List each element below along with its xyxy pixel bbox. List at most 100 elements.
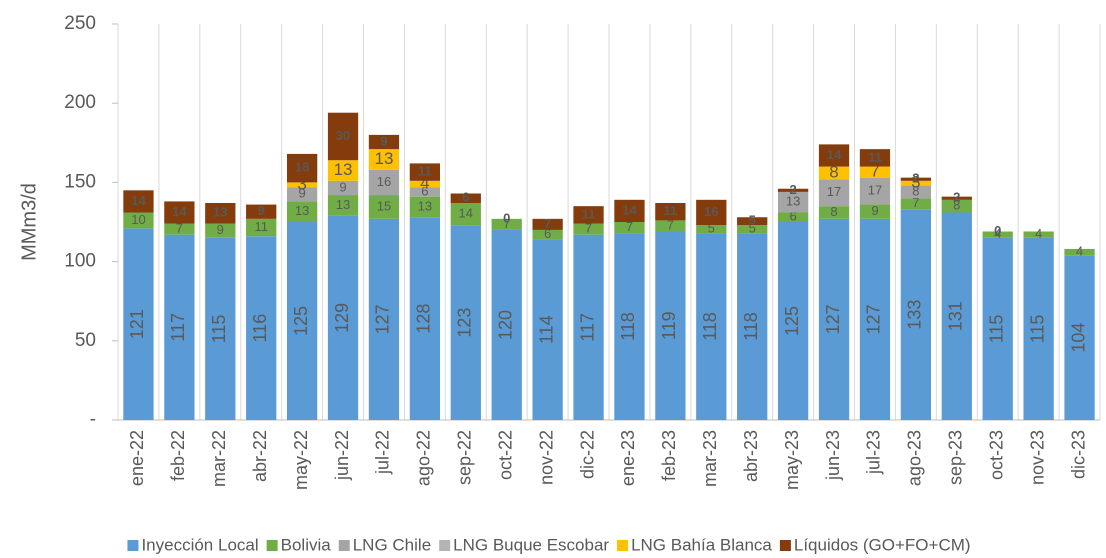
data-label: 117 — [168, 313, 188, 342]
bar-segment — [1023, 237, 1054, 420]
data-label: 13 — [334, 160, 353, 179]
data-label: 16 — [704, 204, 718, 219]
data-label: 131 — [946, 301, 966, 331]
x-tick-label: jun-22 — [332, 430, 352, 481]
data-label: 14 — [172, 204, 187, 219]
x-tick-label: ago-23 — [905, 430, 925, 486]
data-label: 9 — [871, 203, 878, 218]
data-label: 128 — [414, 304, 434, 334]
bar-segment — [409, 196, 441, 218]
data-label: 7 — [176, 221, 183, 236]
bar-segment — [696, 199, 727, 226]
data-label: 8 — [912, 183, 919, 198]
bar-segment — [655, 231, 686, 420]
data-label: 115 — [209, 315, 229, 344]
bar-segment — [164, 234, 195, 420]
data-label: 2 — [790, 182, 797, 197]
data-label: 13 — [336, 197, 350, 212]
bar-segment — [246, 204, 277, 219]
bar-segment — [164, 223, 195, 235]
legend-swatch — [127, 540, 139, 551]
bar-segment — [900, 180, 932, 186]
x-tick-label: may-23 — [782, 430, 802, 490]
y-tick-label: - — [90, 409, 96, 430]
data-label: 13 — [374, 149, 393, 168]
bar-segment — [900, 209, 932, 420]
x-tick-label: nov-22 — [536, 430, 556, 485]
y-tick-label: 200 — [64, 92, 96, 113]
data-label: 14 — [131, 193, 146, 208]
bar-segment — [1023, 231, 1054, 238]
bar-segment — [737, 233, 768, 420]
x-tick-label: may-22 — [291, 430, 311, 490]
data-label: 115 — [986, 315, 1006, 344]
bar-segment — [941, 196, 972, 200]
y-axis-label: MMm3/d — [18, 183, 40, 261]
data-label: 7 — [503, 216, 510, 231]
bar-segment — [859, 204, 891, 219]
x-tick-label: nov-23 — [1027, 430, 1047, 485]
legend-item: LNG Chile — [338, 535, 431, 554]
data-label: 7 — [667, 217, 674, 232]
x-tick-label: dic-22 — [577, 430, 597, 479]
data-label: 118 — [700, 312, 720, 341]
y-tick-label: 100 — [64, 251, 96, 272]
data-label: 5 — [749, 221, 756, 236]
bar-segment — [614, 233, 645, 420]
bar-segment — [573, 234, 604, 420]
data-label: 123 — [455, 308, 475, 338]
bar-segment — [286, 153, 318, 183]
data-label: 10 — [131, 212, 145, 227]
x-tick-label: oct-22 — [495, 430, 515, 480]
bar-segment — [614, 199, 645, 222]
x-tick-label: feb-23 — [659, 430, 679, 481]
bar-segment — [900, 198, 932, 210]
bar-segment — [450, 225, 481, 420]
bar-segment — [777, 191, 809, 213]
data-label: 6 — [544, 226, 551, 241]
data-label: 2 — [912, 171, 919, 186]
x-tick-label: abr-23 — [741, 430, 761, 482]
data-label: 0 — [503, 210, 510, 225]
bar-segment — [286, 187, 318, 202]
x-tick-label: feb-22 — [168, 430, 188, 481]
data-label: 4 — [420, 173, 429, 192]
y-tick-label: 50 — [75, 330, 96, 351]
bar-segment — [777, 222, 809, 420]
data-label: 125 — [782, 306, 802, 336]
data-label: 16 — [377, 174, 391, 189]
data-label: 6 — [421, 183, 428, 198]
data-label: 17 — [868, 183, 882, 198]
data-label: 5 — [708, 221, 715, 236]
data-label: 9 — [339, 179, 346, 194]
bar-segment — [164, 201, 195, 224]
x-tick-label: sep-23 — [946, 430, 966, 485]
bar-segment — [859, 177, 891, 205]
legend-label: Bolivia — [281, 535, 332, 554]
legend-label: LNG Chile — [353, 535, 431, 554]
data-label: 127 — [373, 304, 393, 334]
bar-segment — [655, 202, 686, 221]
bar-segment — [859, 218, 891, 420]
data-label: 104 — [1068, 323, 1088, 353]
data-label: 0 — [994, 223, 1001, 238]
x-tick-label: mar-22 — [209, 430, 229, 487]
data-label: 3 — [911, 173, 920, 192]
bar-segment — [696, 233, 727, 420]
bar-segment — [123, 212, 154, 229]
data-label: 8 — [830, 204, 837, 219]
bar-segment — [941, 212, 972, 420]
x-tick-label: jun-23 — [823, 430, 843, 481]
bar-segment — [737, 217, 768, 226]
bar-segment — [286, 222, 318, 420]
x-tick-label: oct-23 — [986, 430, 1006, 480]
data-label: 30 — [336, 128, 350, 143]
bar-segment — [818, 218, 850, 420]
bar-segment — [696, 225, 727, 234]
data-label: 2 — [953, 190, 960, 205]
data-label: 7 — [912, 195, 919, 210]
data-label: 5 — [749, 213, 756, 228]
bar-segment — [246, 236, 277, 420]
bar-segment — [859, 149, 891, 167]
data-label: 8 — [953, 198, 960, 213]
